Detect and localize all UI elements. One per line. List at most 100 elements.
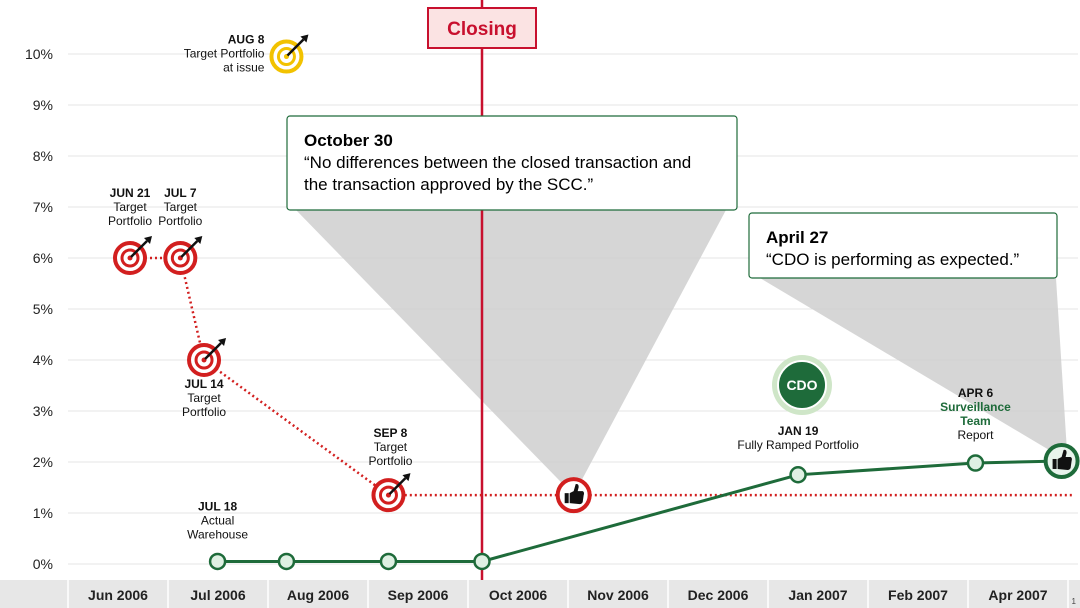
target-ring-inner [170,248,190,268]
milestone-label-aug8: at issue [223,61,265,75]
cdo-badge: CDO [772,355,832,415]
axis-band [0,580,1080,608]
milestone-label-jul18: JUL 18 [198,499,237,513]
dart-fletch [300,34,309,43]
x-tick-label: Aug 2006 [287,587,349,603]
y-tick-label: 10% [25,46,53,62]
milestone-markers [113,34,1080,514]
dart-fletch [194,236,203,244]
actual-data-point [277,552,296,571]
dart-shaft [388,477,407,496]
target-icon-jul7 [163,236,203,275]
milestone-label-jul18: Warehouse [187,527,248,541]
y-tick-label: 1% [33,505,53,521]
target-icon-jul14 [187,338,227,377]
y-tick-label: 5% [33,301,53,317]
target-ring-inner [120,248,140,268]
y-tick-label: 2% [33,454,53,470]
milestone-label-apr6: Team [960,414,990,428]
target-ring-inner [378,485,398,505]
actual-data-point [473,552,491,571]
y-tick-label: 6% [33,250,53,266]
milestone-label-aug8: AUG 8 [228,33,265,47]
dart-fletch [402,473,411,482]
actual-data-point [966,454,985,472]
thumbs-cuff [1052,458,1057,469]
thumbs-hand [569,483,585,505]
milestone-label-jan19: Fully Ramped Portfolio [737,438,859,452]
y-tick-label: 8% [33,148,53,164]
x-tick-label: Dec 2006 [688,587,749,603]
dart-shaft [286,38,305,57]
callout-apr27: April 27 “CDO is performing as expected.” [748,212,1058,279]
dart-shaft [180,240,199,258]
callout-text: “CDO is performing as expected.” [766,250,1020,269]
milestone-label-jul7: Target [164,200,198,214]
target-ring-inner [194,350,214,370]
actual-data-point [379,552,398,571]
dart-fletch [144,236,152,244]
x-tick-label: Oct 2006 [489,587,548,603]
thumbs-cuff [564,493,569,504]
milestone-label-jan19: JAN 19 [778,424,819,438]
milestone-label-jul14: JUL 14 [184,377,223,391]
target-icon-aug8 [269,34,309,74]
milestone-label-jul18: Actual [201,513,234,527]
callout-text: the transaction approved by the SCC.” [304,175,593,194]
target-icon-jun21 [113,236,152,275]
callout-title: October 30 [304,131,393,150]
milestone-label-jul14: Target [187,391,221,405]
callout-box [748,212,1058,279]
milestone-label-jul7: JUL 7 [164,186,197,200]
x-tick-label: Nov 2006 [587,587,649,603]
dart-shaft [130,240,148,258]
milestone-label-sep8: Target [374,440,408,454]
milestone-label-apr6: Report [957,428,994,442]
x-tick-label: Jul 2006 [190,587,245,603]
closing-marker: Closing [427,0,537,580]
x-axis-band: Jun 2006 Jul 2006 Aug 2006 Sep 2006 Oct 2006… [0,580,1080,608]
x-tick-label: Jun 2006 [88,587,148,603]
thumbs-hand [1057,449,1072,470]
target-icon-sep8 [371,473,411,513]
page-number: 1 [1072,597,1077,606]
actual-data-point [789,466,807,484]
y-tick-label: 7% [33,199,53,215]
closing-label: Closing [447,19,517,40]
y-tick-label: 3% [33,403,53,419]
callout-pointers [296,210,1068,496]
milestone-label-sep8: SEP 8 [374,426,408,440]
milestone-label-jul7: Portfolio [158,214,202,228]
milestone-label-apr6: APR 6 [958,386,994,400]
milestone-label-jul14: Portfolio [182,405,226,419]
series-line-actual [217,459,1062,563]
milestone-label-aug8: Target Portfolio [184,47,265,61]
callout-oct30: October 30 “No differences between the cl… [286,115,738,211]
callout-text: “No differences between the closed trans… [304,153,691,172]
callout-boxes: October 30 “No differences between the cl… [286,115,1058,279]
thumbs-up-icon-apr27 [1043,442,1080,479]
callout-pointer-oct30 [296,210,726,496]
callout-box [286,115,738,211]
actual-data-point [208,552,227,571]
milestone-label-jun21: JUN 21 [110,186,151,200]
x-tick-label: Apr 2007 [988,587,1047,603]
y-tick-label: 0% [33,556,53,572]
milestone-label-sep8: Portfolio [368,454,412,468]
dart-fletch [218,338,227,346]
milestone-label-apr6: Surveillance [940,400,1011,414]
y-tick-label: 4% [33,352,53,368]
milestone-label-jun21: Target [113,200,147,214]
thumbs-up-icon-oct30 [555,477,592,514]
milestone-label-jun21: Portfolio [108,214,152,228]
x-tick-label: Jan 2007 [788,587,847,603]
x-tick-label: Sep 2006 [388,587,449,603]
callout-pointer-apr27 [760,278,1068,461]
y-tick-label: 9% [33,97,53,113]
closing-box [427,7,537,49]
cdo-badge-disc [777,360,827,410]
x-tick-label: Feb 2007 [888,587,948,603]
dart-shaft [204,342,222,360]
